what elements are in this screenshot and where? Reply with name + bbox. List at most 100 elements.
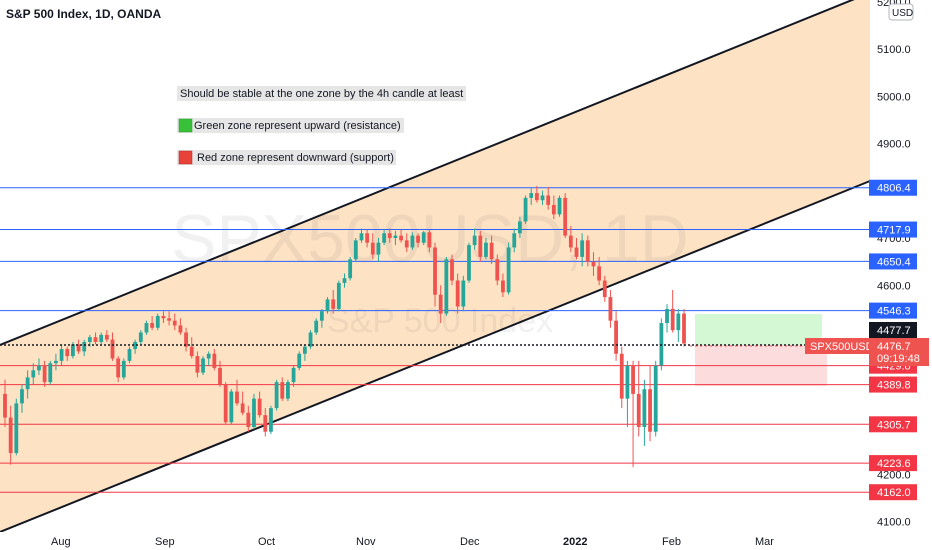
candle-107[interactable] — [608, 289, 613, 328]
candle-29[interactable] — [167, 311, 171, 326]
candle-103[interactable] — [585, 235, 590, 267]
candle-24[interactable] — [138, 330, 143, 345]
candle-78[interactable] — [444, 256, 449, 316]
candle-25[interactable] — [144, 320, 149, 335]
candle-89[interactable] — [506, 242, 511, 295]
candle-82[interactable] — [467, 242, 471, 283]
candle-36[interactable] — [206, 351, 211, 366]
candle-87[interactable] — [495, 254, 500, 286]
candle-19[interactable] — [110, 332, 115, 361]
candle-47[interactable] — [269, 405, 273, 435]
level-label-7[interactable]: 4223.6 — [877, 458, 911, 470]
candle-65[interactable] — [370, 233, 375, 260]
candle-81[interactable] — [461, 275, 466, 312]
candle-74[interactable] — [421, 230, 426, 246]
candle-20[interactable] — [116, 356, 121, 383]
candle-98[interactable] — [557, 195, 562, 217]
candle-53[interactable] — [302, 344, 307, 361]
candle-67[interactable] — [382, 229, 387, 246]
candle-108[interactable] — [614, 311, 618, 361]
candle-23[interactable] — [133, 339, 138, 354]
candle-11[interactable] — [65, 346, 70, 361]
candle-42[interactable] — [240, 391, 245, 416]
candle-41[interactable] — [235, 379, 239, 406]
candle-38[interactable] — [218, 360, 222, 387]
currency-badge[interactable]: USD — [892, 8, 913, 19]
candle-46[interactable] — [263, 408, 268, 437]
candle-16[interactable] — [93, 332, 98, 345]
candle-77[interactable] — [438, 285, 443, 324]
candle-27[interactable] — [155, 313, 160, 331]
level-label-5[interactable]: 4389.8 — [877, 380, 911, 392]
time-axis[interactable]: Aug Sep Oct Nov Dec 2022 Feb Mar — [0, 532, 932, 550]
candle-120[interactable] — [682, 308, 686, 347]
candle-119[interactable] — [676, 308, 681, 342]
candle-49[interactable] — [280, 377, 285, 402]
candle-56[interactable] — [319, 308, 324, 328]
candle-104[interactable] — [591, 252, 596, 276]
candle-18[interactable] — [104, 330, 109, 342]
candle-1[interactable] — [8, 405, 13, 465]
candle-55[interactable] — [314, 318, 319, 335]
candle-93[interactable] — [529, 188, 534, 205]
candle-71[interactable] — [404, 233, 409, 253]
annotation-text-3[interactable]: Red zone represent downward (support) — [197, 152, 394, 164]
candle-75[interactable] — [427, 229, 432, 253]
candle-101[interactable] — [574, 238, 579, 260]
candle-100[interactable] — [568, 226, 573, 253]
candle-115[interactable] — [653, 360, 658, 437]
candle-26[interactable] — [150, 315, 155, 331]
candle-80[interactable] — [455, 273, 460, 314]
candle-21[interactable] — [121, 358, 126, 380]
candle-79[interactable] — [450, 254, 454, 286]
candle-33[interactable] — [189, 337, 194, 359]
candle-44[interactable] — [252, 393, 256, 430]
candle-4[interactable] — [25, 370, 30, 399]
candle-8[interactable] — [48, 360, 53, 385]
candle-39[interactable] — [223, 382, 228, 425]
candle-2[interactable] — [14, 398, 19, 456]
candle-97[interactable] — [551, 195, 556, 220]
level-label-1[interactable]: 4717.9 — [877, 225, 911, 237]
chart-title[interactable]: S&P 500 Index, 1D, OANDA — [6, 7, 161, 21]
candle-54[interactable] — [308, 330, 313, 350]
candle-37[interactable] — [212, 349, 217, 371]
channel-lower-line[interactable] — [0, 180, 871, 533]
candle-40[interactable] — [229, 389, 234, 425]
candle-88[interactable] — [501, 273, 505, 298]
candle-118[interactable] — [670, 289, 675, 333]
level-label-0[interactable]: 4806.4 — [877, 183, 911, 195]
candle-43[interactable] — [246, 405, 251, 432]
candle-90[interactable] — [512, 228, 517, 253]
level-label-3[interactable]: 4546.3 — [877, 306, 911, 318]
candle-96[interactable] — [546, 186, 551, 210]
candle-6[interactable] — [37, 358, 41, 376]
candle-110[interactable] — [625, 360, 630, 427]
candle-69[interactable] — [393, 230, 398, 246]
candle-72[interactable] — [410, 232, 415, 250]
candle-13[interactable] — [76, 339, 81, 354]
candle-113[interactable] — [642, 379, 647, 446]
candle-84[interactable] — [478, 230, 483, 262]
green-zone[interactable] — [695, 314, 822, 345]
candle-114[interactable] — [648, 365, 652, 442]
candle-76[interactable] — [433, 242, 437, 307]
candle-50[interactable] — [286, 379, 290, 402]
candle-0[interactable] — [3, 379, 7, 427]
candle-9[interactable] — [54, 353, 58, 371]
price-marker-label[interactable]: 4477.7 — [877, 325, 911, 337]
candle-105[interactable] — [597, 256, 602, 286]
candle-14[interactable] — [82, 339, 87, 357]
candle-22[interactable] — [127, 346, 132, 364]
candle-83[interactable] — [472, 228, 477, 250]
candle-32[interactable] — [184, 327, 188, 352]
candle-64[interactable] — [365, 229, 370, 248]
candle-57[interactable] — [325, 297, 330, 314]
current-price-label[interactable]: 4476.7 — [877, 341, 911, 353]
candle-10[interactable] — [59, 344, 64, 366]
candle-45[interactable] — [257, 391, 262, 418]
candle-61[interactable] — [348, 256, 353, 281]
annotation-text-1[interactable]: Should be stable at the one zone by the … — [180, 88, 463, 100]
candle-7[interactable] — [42, 360, 47, 387]
